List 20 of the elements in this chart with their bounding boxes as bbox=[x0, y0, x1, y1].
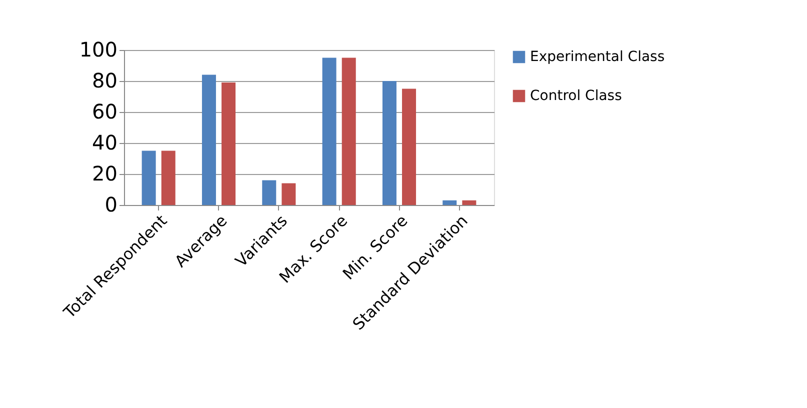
bar bbox=[202, 74, 216, 205]
bar bbox=[322, 58, 336, 205]
bar bbox=[462, 200, 476, 205]
bar bbox=[161, 150, 176, 205]
bar bbox=[382, 81, 396, 205]
bar bbox=[442, 200, 457, 205]
bar bbox=[402, 88, 416, 205]
y-tick-label: 60 bbox=[92, 100, 118, 124]
bar bbox=[262, 180, 276, 205]
bar bbox=[282, 183, 296, 205]
y-tick-label: 80 bbox=[92, 68, 118, 92]
legend-label: Control Class bbox=[530, 88, 622, 104]
legend-label: Experimental Class bbox=[530, 49, 665, 65]
y-tick-label: 40 bbox=[92, 130, 118, 154]
y-tick-label: 100 bbox=[79, 38, 118, 62]
y-tick-label: 0 bbox=[104, 192, 118, 216]
bar bbox=[222, 82, 236, 205]
y-tick-label: 20 bbox=[92, 162, 118, 186]
bar bbox=[142, 150, 156, 205]
bar bbox=[342, 58, 356, 205]
